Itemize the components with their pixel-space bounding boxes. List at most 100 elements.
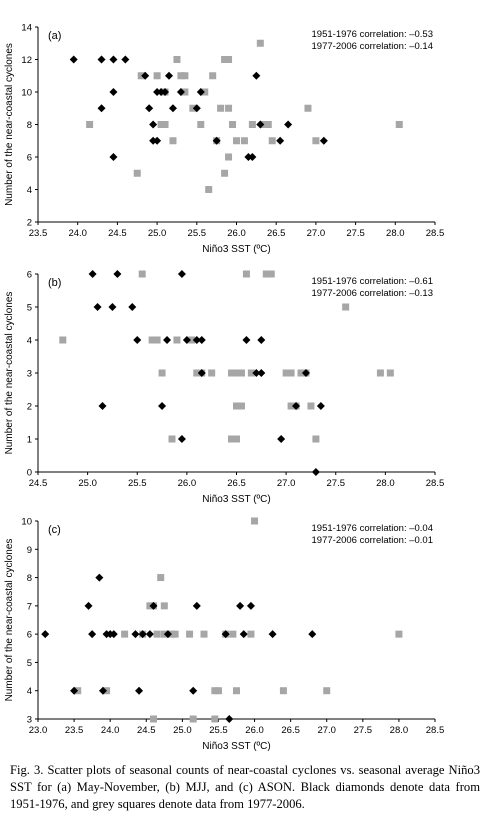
data-point-square <box>208 369 216 377</box>
data-point-square <box>256 39 264 47</box>
data-point-square <box>233 137 240 145</box>
x-tick-label: 24.0 <box>68 228 87 239</box>
data-point-square <box>395 630 403 638</box>
data-point-square <box>171 630 179 638</box>
data-point-diamond <box>153 136 162 145</box>
y-tick-label: 1 <box>27 435 32 446</box>
data-point-diamond <box>256 120 265 129</box>
x-tick-label: 26.0 <box>178 478 197 489</box>
data-point-square <box>197 121 205 128</box>
y-tick-label: 2 <box>27 218 32 229</box>
x-axis-label: Niño3 SST (ºC) <box>202 494 271 505</box>
data-point-square <box>217 104 225 112</box>
x-tick-label: 23.5 <box>29 228 48 239</box>
data-point-diamond <box>239 630 248 639</box>
data-point-square <box>161 121 169 128</box>
data-point-diamond <box>319 136 328 145</box>
data-point-diamond <box>252 369 261 377</box>
data-point-square <box>177 72 185 80</box>
data-point-diamond <box>145 630 154 639</box>
data-point-diamond <box>95 573 104 582</box>
data-point-diamond <box>109 630 118 639</box>
data-point-square <box>228 435 236 443</box>
data-point-square <box>59 336 67 344</box>
data-point-diamond <box>109 88 118 96</box>
x-tick-label: 26.5 <box>281 725 300 736</box>
data-point-diamond <box>192 336 201 344</box>
data-point-diamond <box>248 153 257 161</box>
y-axis-label: Number of the near-coastal cyclones <box>4 43 15 206</box>
x-tick-label: 27.0 <box>317 725 336 736</box>
data-point-square <box>205 186 213 193</box>
data-point-diamond <box>88 270 97 278</box>
x-axis-label: Niño3 SST (ºC) <box>202 244 271 255</box>
x-tick-label: 25.0 <box>173 725 192 736</box>
y-tick-label: 7 <box>27 601 32 612</box>
y-tick-label: 4 <box>27 686 32 697</box>
x-tick-label: 26.5 <box>227 478 246 489</box>
data-point-square <box>268 137 276 145</box>
data-point-square <box>297 369 305 377</box>
x-tick-label: 26.0 <box>245 725 264 736</box>
chart-panel-2: 24.5 25.0 25.5 26.0 26.5 27.0 27.5 28.0 28.5 0 1 2 3… <box>4 270 444 506</box>
y-tick-label: 9 <box>27 545 32 556</box>
data-point-diamond <box>196 88 205 96</box>
data-point-square <box>312 137 320 145</box>
x-tick-label: 28.5 <box>426 478 445 489</box>
data-point-square <box>267 270 275 278</box>
x-tick-label: 26.5 <box>267 228 286 239</box>
data-point-diamond <box>292 402 301 410</box>
data-point-diamond <box>128 303 137 311</box>
panel-label: (b) <box>48 277 61 289</box>
data-point-diamond <box>70 686 79 695</box>
data-point-diamond <box>189 686 198 695</box>
data-point-diamond <box>168 104 177 113</box>
data-point-square <box>157 121 165 128</box>
data-point-square <box>386 369 394 377</box>
data-point-square <box>188 336 196 344</box>
y-tick-label: 5 <box>27 303 32 314</box>
data-point-diamond <box>163 630 172 639</box>
data-point-square <box>148 336 156 344</box>
correlation-annotation: 1951-1976 correlation: –0.04 <box>312 523 433 534</box>
data-point-diamond <box>88 630 97 639</box>
data-point-square <box>211 687 219 695</box>
data-point-diamond <box>93 303 102 311</box>
data-point-square <box>138 270 146 278</box>
data-point-diamond <box>97 55 106 64</box>
data-point-diamond <box>165 71 174 80</box>
x-tick-label: 25.5 <box>128 478 147 489</box>
data-point-square <box>247 369 255 377</box>
data-point-square <box>221 56 229 63</box>
data-point-diamond <box>158 402 167 410</box>
data-point-diamond <box>163 336 172 344</box>
panel-label: (c) <box>48 524 61 536</box>
y-tick-label: 14 <box>21 23 32 34</box>
correlation-annotation: 1977-2006 correlation: –0.13 <box>312 288 433 299</box>
data-point-square <box>186 630 194 638</box>
x-tick-label: 27.0 <box>277 478 296 489</box>
data-point-diamond <box>197 336 206 344</box>
data-point-square <box>323 687 331 695</box>
data-point-diamond <box>242 336 251 344</box>
data-point-diamond <box>98 402 107 410</box>
data-point-diamond <box>192 601 201 610</box>
data-point-diamond <box>257 369 266 377</box>
chart-panel-3: 23.0 23.5 24.0 24.5 25.0 25.5 26.0 26.5 27.0 27.5… <box>4 517 444 753</box>
data-point-diamond <box>145 104 154 113</box>
data-point-diamond <box>221 630 230 639</box>
y-tick-label: 6 <box>27 153 32 164</box>
data-point-diamond <box>311 468 320 476</box>
data-point-diamond <box>149 601 158 610</box>
y-tick-label: 2 <box>27 402 32 413</box>
data-point-square <box>304 104 312 112</box>
data-point-square <box>160 602 168 610</box>
data-point-square <box>153 72 161 80</box>
y-axis-label: Number of the near-coastal cyclones <box>4 539 15 702</box>
correlation-annotation: 1977-2006 correlation: –0.01 <box>312 535 433 546</box>
data-point-square <box>264 121 272 128</box>
data-point-square <box>237 402 245 410</box>
data-point-diamond <box>133 336 142 344</box>
data-point-diamond <box>301 369 310 377</box>
x-tick-label: 25.5 <box>188 228 207 239</box>
